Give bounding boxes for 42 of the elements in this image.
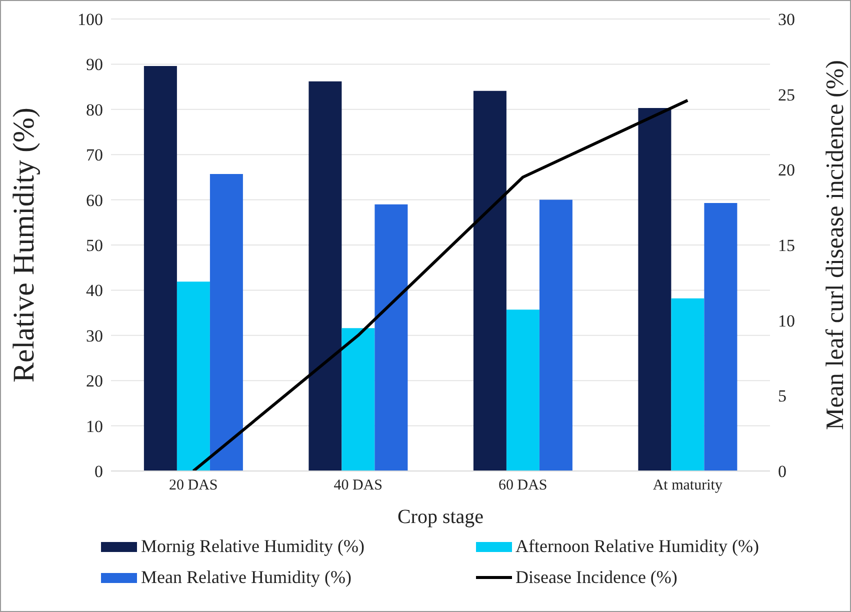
legend-label: Mean Relative Humidity (%) <box>141 567 352 588</box>
bar <box>144 66 177 471</box>
bar <box>176 282 210 471</box>
x-axis-title: Crop stage <box>397 506 484 528</box>
y2-tick-label: 5 <box>778 386 786 406</box>
bar <box>210 174 243 471</box>
bar <box>539 200 572 471</box>
y-tick-label: 70 <box>86 146 103 165</box>
y-tick-label: 90 <box>86 55 103 74</box>
y-tick-label: 0 <box>94 462 103 482</box>
line-series <box>192 98 690 471</box>
y2-tick-label: 15 <box>778 236 795 256</box>
y2-axis-title: Mean leaf curl disease incidence (%) <box>822 60 849 430</box>
bar <box>671 298 704 471</box>
bar <box>374 204 408 471</box>
y2-tick-label: 0 <box>778 462 786 482</box>
x-tick-label: 60 DAS <box>498 478 548 494</box>
y-axis-title: Relative Humidity (%) <box>8 108 41 382</box>
bar <box>308 81 342 471</box>
y-tick-label: 40 <box>86 281 103 300</box>
y2-tick-label: 20 <box>778 160 795 180</box>
y2-tick-label: 30 <box>778 10 795 30</box>
bar <box>704 202 738 471</box>
y-tick-label: 80 <box>86 100 103 120</box>
bar <box>638 108 672 471</box>
y2-tick-label: 10 <box>778 311 795 330</box>
y2-tick-label: 25 <box>778 85 795 104</box>
legend-label: Mornig Relative Humidity (%) <box>141 536 364 557</box>
x-tick-label: 40 DAS <box>334 478 383 494</box>
bar <box>342 328 375 471</box>
y-tick-label: 20 <box>86 372 103 391</box>
x-tick-label: 20 DAS <box>168 478 218 494</box>
y-tick-label: 50 <box>86 236 103 256</box>
y-tick-label: 100 <box>78 10 103 30</box>
bar <box>506 310 540 471</box>
legend-label: Afternoon Relative Humidity (%) <box>516 536 759 557</box>
y-tick-label: 30 <box>86 326 103 346</box>
y-tick-label: 60 <box>86 190 103 210</box>
bar <box>473 90 506 471</box>
legend-label: Disease Incidence (%) <box>516 567 678 588</box>
x-tick-label: At maturity <box>652 478 723 494</box>
y-tick-label: 10 <box>86 416 103 436</box>
